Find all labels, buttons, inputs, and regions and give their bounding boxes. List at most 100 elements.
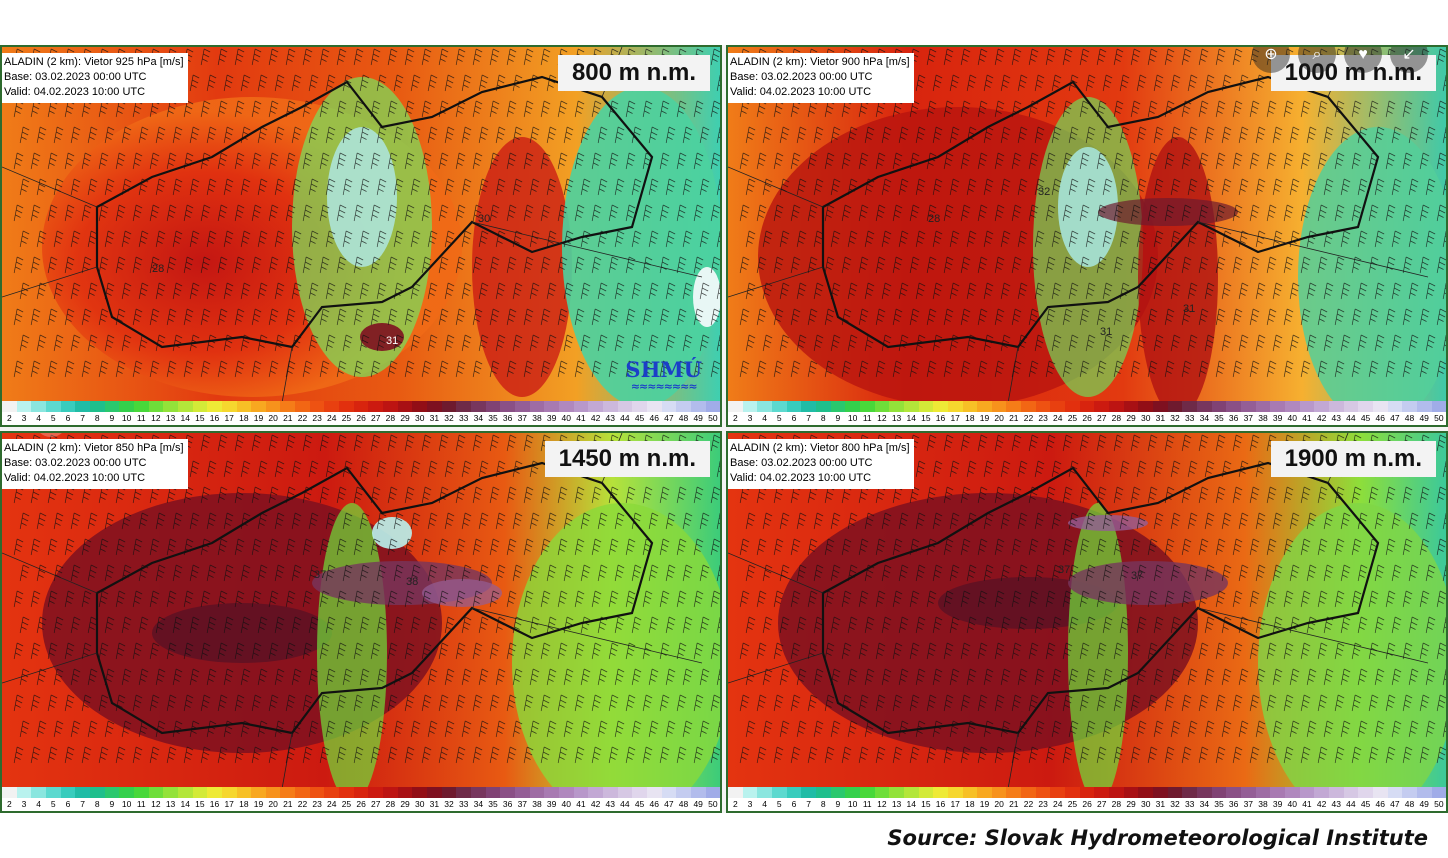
wind-barb bbox=[983, 74, 994, 92]
wind-barb bbox=[1436, 256, 1446, 274]
scale-swatch bbox=[918, 787, 934, 798]
wind-barb bbox=[631, 564, 642, 582]
scale-swatch bbox=[830, 401, 846, 412]
wind-barb bbox=[1317, 256, 1328, 274]
scale-swatch bbox=[339, 787, 354, 798]
wind-barb bbox=[1147, 746, 1158, 764]
wind-barb bbox=[444, 334, 455, 352]
wind-barb bbox=[1442, 668, 1446, 686]
wind-barb bbox=[200, 746, 211, 764]
scale-label: 37 bbox=[1243, 799, 1254, 809]
wind-barb bbox=[1300, 694, 1311, 712]
wind-barb bbox=[302, 48, 313, 66]
wind-barb bbox=[1232, 486, 1243, 504]
wind-barb bbox=[325, 74, 336, 92]
wind-barb bbox=[495, 334, 506, 352]
wind-barb bbox=[909, 590, 920, 608]
wind-barb bbox=[393, 668, 404, 686]
wind-barb bbox=[1289, 334, 1300, 352]
wind-barb bbox=[915, 564, 926, 582]
wind-barb bbox=[132, 694, 143, 712]
wind-barb bbox=[1357, 178, 1368, 196]
valid-time: Valid: 04.02.2023 10:00 UTC bbox=[4, 472, 146, 484]
wind-barb bbox=[1238, 282, 1249, 300]
wind-barb bbox=[393, 230, 404, 248]
wind-barb bbox=[1051, 720, 1062, 738]
wind-barb bbox=[223, 668, 234, 686]
scale-label: 40 bbox=[1287, 799, 1297, 809]
scale-swatch bbox=[661, 401, 677, 412]
wind-barb bbox=[1096, 590, 1107, 608]
wind-barb bbox=[1249, 746, 1260, 764]
search-icon[interactable]: ⌕ bbox=[1298, 47, 1336, 73]
wind-barb bbox=[926, 152, 937, 170]
wind-barb bbox=[393, 282, 404, 300]
wind-barb bbox=[796, 616, 807, 634]
favorite-icon[interactable]: ♥ bbox=[1344, 47, 1382, 73]
wind-barb bbox=[19, 512, 30, 530]
wind-barb bbox=[1419, 100, 1430, 118]
wind-barb bbox=[30, 746, 41, 764]
wind-barb bbox=[172, 512, 183, 530]
wind-barb bbox=[1317, 486, 1328, 504]
wind-barb bbox=[183, 746, 194, 764]
wind-barb bbox=[200, 590, 211, 608]
wind-barb bbox=[206, 230, 217, 248]
scale-swatch bbox=[265, 787, 281, 798]
map-value-label: 38 bbox=[406, 576, 418, 588]
wind-barb bbox=[115, 360, 126, 378]
wind-barb bbox=[983, 334, 994, 352]
wind-barb bbox=[308, 282, 319, 300]
wind-barb bbox=[81, 746, 92, 764]
wind-barb bbox=[631, 282, 642, 300]
wind-barb bbox=[172, 616, 183, 634]
wind-barb bbox=[892, 360, 903, 378]
scale-swatch bbox=[89, 401, 105, 412]
wind-barb bbox=[70, 668, 81, 686]
scale-label: 20 bbox=[268, 413, 278, 423]
collapse-icon[interactable]: ↙ bbox=[1390, 47, 1428, 73]
wind-barb bbox=[1204, 74, 1215, 92]
wind-barb bbox=[319, 538, 330, 556]
wind-barb bbox=[608, 256, 619, 274]
wind-barb bbox=[98, 642, 109, 660]
wind-barb bbox=[625, 256, 636, 274]
wind-barb bbox=[841, 152, 852, 170]
wind-barb bbox=[1289, 564, 1300, 582]
wind-barb bbox=[665, 616, 676, 634]
scale-label: 7 bbox=[80, 799, 85, 809]
wind-barb bbox=[966, 720, 977, 738]
scale-swatch bbox=[1343, 787, 1359, 798]
wind-barb bbox=[444, 512, 455, 530]
wind-barb bbox=[1272, 512, 1283, 530]
previous-arrow-icon[interactable]: ‹ bbox=[34, 433, 68, 437]
wind-barb bbox=[574, 694, 585, 712]
wind-barb bbox=[251, 100, 262, 118]
wind-barb bbox=[1085, 564, 1096, 582]
wind-barb bbox=[183, 360, 194, 378]
scale-swatch bbox=[1123, 787, 1139, 798]
scale-swatch bbox=[412, 401, 428, 412]
wind-barb bbox=[858, 152, 869, 170]
wind-barb bbox=[421, 204, 432, 222]
wind-barb bbox=[240, 512, 251, 530]
wind-barb bbox=[864, 126, 875, 144]
wind-barb bbox=[257, 668, 268, 686]
wind-barb bbox=[13, 538, 24, 556]
wind-barb bbox=[1011, 152, 1022, 170]
base-time: Base: 03.02.2023 00:00 UTC bbox=[730, 71, 873, 83]
wind-barb bbox=[1323, 230, 1334, 248]
wind-barb bbox=[1249, 308, 1260, 326]
wind-barb bbox=[251, 308, 262, 326]
scale-swatch bbox=[427, 787, 442, 798]
wind-barb bbox=[563, 564, 574, 582]
wind-barb bbox=[665, 334, 676, 352]
wind-barb bbox=[1085, 126, 1096, 144]
wind-barb bbox=[977, 152, 988, 170]
zoom-in-icon[interactable]: ⊕ bbox=[1252, 47, 1290, 73]
scale-label: 42 bbox=[590, 799, 601, 809]
wind-barb bbox=[693, 590, 704, 608]
scale-labels: 2 3 4 5 6 7 8 9 10 11 12 13 14 15 16 17 18 19 20 21 22 23 24 25… bbox=[2, 798, 720, 811]
wind-barb bbox=[234, 590, 245, 608]
wind-barb bbox=[1255, 512, 1266, 530]
